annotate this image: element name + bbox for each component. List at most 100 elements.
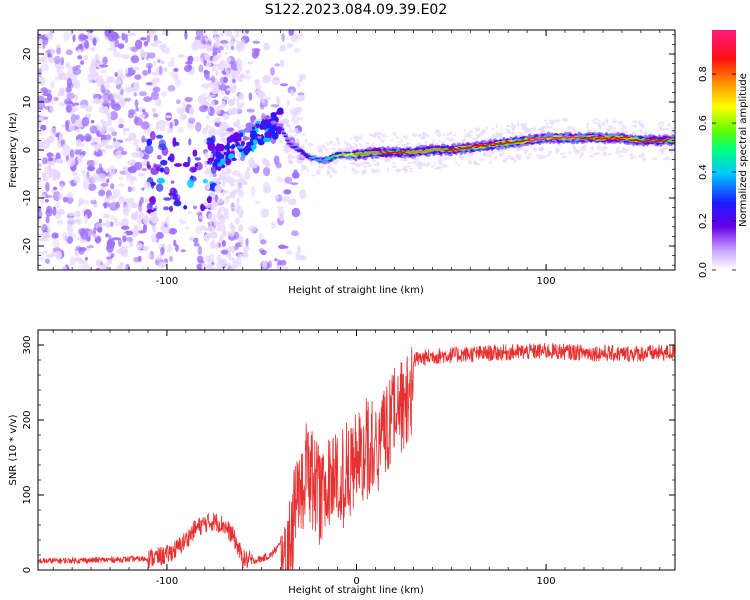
- spectrogram-cell: [505, 124, 511, 128]
- spectrogram-cell: [203, 69, 209, 75]
- spectrogram-cell: [99, 69, 108, 74]
- spectrogram-cell: [394, 169, 400, 172]
- spectrogram-cell: [495, 124, 498, 129]
- spectrogram-cell: [219, 132, 227, 138]
- spectrogram-cell: [336, 138, 340, 141]
- spectrogram-cell: [51, 232, 59, 239]
- spectrogram-cell: [260, 239, 267, 245]
- spectrogram-cell: [90, 120, 95, 124]
- spectrogram-cell: [217, 162, 222, 167]
- spectrogram-cell: [457, 163, 461, 166]
- spectrogram-cell: [119, 97, 127, 107]
- spectrogram-cell: [149, 131, 156, 141]
- spectrogram-ridge-cell: [488, 143, 493, 145]
- spectrogram-ridge-cell: [285, 137, 290, 140]
- spectrogram-cell: [505, 128, 511, 132]
- spectrogram-ridge-cell: [406, 150, 411, 152]
- spectrogram-cell: [174, 78, 182, 86]
- spectrogram-cell: [38, 140, 44, 149]
- spectrogram-cell: [56, 199, 60, 209]
- spectrogram-cell: [354, 138, 359, 142]
- spectrogram-cell: [253, 52, 258, 57]
- spectrogram-cell: [158, 44, 166, 50]
- spectrogram-cell: [97, 75, 104, 79]
- spectrogram-cell: [112, 51, 122, 58]
- spectrogram-cell: [515, 154, 522, 159]
- spectrogram-cell: [118, 176, 124, 180]
- spectrogram-cell: [111, 131, 118, 137]
- spectrogram-cell: [206, 167, 209, 173]
- spectrogram-cell: [589, 155, 595, 158]
- spectrogram-cell: [262, 74, 271, 84]
- spectrogram-cell: [222, 42, 226, 48]
- spectrogram-cell: [167, 127, 174, 134]
- spectrogram-cell: [511, 122, 514, 126]
- spectrogram-cell: [128, 240, 134, 248]
- spectrogram-cell: [265, 159, 270, 168]
- spectrogram-ridge-cell: [408, 152, 413, 155]
- spectrogram-cell: [105, 233, 110, 238]
- spectrogram-cell: [504, 157, 509, 160]
- spectrogram-cell: [488, 154, 493, 158]
- spectrogram-cell: [212, 231, 218, 239]
- spectrogram-cell: [124, 97, 132, 102]
- spectrogram-cell: [45, 182, 50, 192]
- spectrogram-cell: [99, 222, 107, 226]
- spectrogram-ridge-cell: [389, 153, 394, 155]
- spectrogram-cell: [135, 107, 139, 112]
- spectrogram-cell: [433, 167, 439, 170]
- spectrogram-cell: [268, 260, 273, 269]
- spectrogram-ridge-cell: [539, 136, 544, 139]
- x-tick-label: 100: [537, 276, 556, 287]
- spectrogram-cell: [74, 128, 81, 133]
- spectrogram-cell: [137, 255, 142, 262]
- spectrogram-cell: [180, 249, 186, 253]
- spectrogram-cell: [137, 216, 143, 226]
- spectrogram-cell: [299, 73, 307, 80]
- spectrogram-cell: [38, 95, 45, 102]
- spectrogram-cell: [238, 92, 245, 101]
- spectrogram-cell: [74, 118, 84, 128]
- spectrogram-cell: [211, 226, 216, 231]
- spectrogram-cell: [115, 101, 120, 109]
- spectrogram-ridge-cell: [600, 136, 606, 138]
- spectrogram-cell: [262, 260, 268, 269]
- spectrogram-cell: [360, 161, 364, 166]
- spectrogram-cell: [59, 183, 64, 191]
- spectrogram-ridge-cell: [595, 137, 600, 140]
- spectrogram-cell: [72, 102, 80, 106]
- spectrogram-cell: [54, 250, 63, 260]
- spectrogram-cell: [277, 208, 285, 217]
- spectrogram-cell: [156, 254, 163, 262]
- spectrogram-ridge-cell: [570, 135, 575, 138]
- spectrogram-cell: [112, 140, 121, 149]
- spectrogram-cell: [250, 144, 257, 150]
- spectrogram-cell: [235, 218, 238, 225]
- spectrogram-cell: [243, 170, 251, 181]
- spectrogram-cell: [629, 153, 634, 157]
- spectrogram-cell: [282, 245, 289, 249]
- spectrogram-ridge-cell: [597, 136, 602, 138]
- spectrogram-ridge-cell: [312, 156, 317, 158]
- spectrogram-cell: [141, 109, 146, 113]
- spectrogram-cell: [220, 158, 227, 165]
- spectrogram-cell: [208, 108, 211, 113]
- spectrogram-cell: [85, 105, 93, 113]
- spectrogram-cell: [352, 142, 356, 145]
- spectrogram-cell: [216, 198, 224, 204]
- spectrogram-cell: [62, 196, 68, 203]
- spectrogram-cell: [209, 127, 215, 134]
- spectrogram-cell: [183, 205, 188, 210]
- spectrogram-cell: [236, 189, 241, 193]
- spectrogram-cell: [379, 138, 386, 143]
- spectrogram-cell: [157, 58, 161, 64]
- spectrogram-cell: [494, 156, 497, 160]
- spectrogram-cell: [260, 120, 266, 125]
- spectrogram-ridge-cell: [592, 136, 597, 138]
- spectrogram-cell: [452, 134, 457, 137]
- spectrogram-cell: [478, 158, 485, 161]
- spectrogram-cell: [78, 265, 82, 270]
- spectrogram-cell: [295, 97, 304, 102]
- spectrogram-cell: [241, 124, 244, 128]
- spectrogram-cell: [128, 132, 137, 141]
